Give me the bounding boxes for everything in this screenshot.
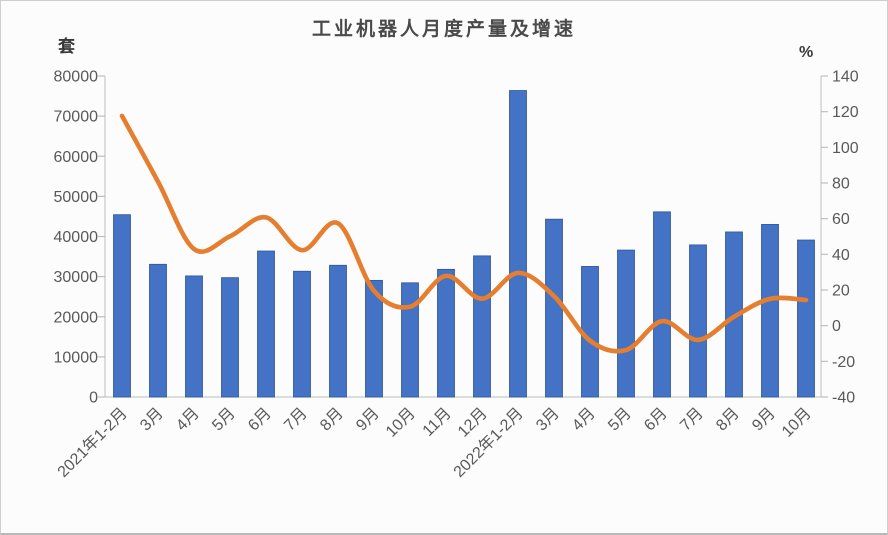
- chart-title: 工业机器人月度产量及增速: [311, 19, 576, 40]
- x-axis-category-label: 9月: [353, 405, 383, 435]
- right-axis-tick-label: 0: [832, 318, 841, 335]
- production-bar: [293, 270, 311, 398]
- x-axis-category-label: 8月: [317, 405, 347, 435]
- left-axis-unit-label: 套: [58, 37, 75, 56]
- production-bar: [149, 263, 167, 398]
- x-axis-category-label: 8月: [713, 405, 743, 435]
- x-axis-category-label: 11月: [420, 405, 455, 440]
- production-bar: [689, 244, 707, 398]
- production-bar: [401, 282, 419, 398]
- left-axis-tick-label: 70000: [54, 109, 99, 126]
- left-axis-tick-label: 30000: [54, 269, 99, 286]
- production-bar: [797, 239, 815, 398]
- x-axis-category-label: 7月: [677, 405, 707, 435]
- right-axis-tick-label: -20: [832, 354, 855, 371]
- left-axis-tick-label: 60000: [54, 149, 99, 166]
- production-bar: [545, 218, 563, 398]
- production-bar: [113, 214, 131, 398]
- production-bar: [509, 90, 527, 398]
- production-bar: [365, 279, 383, 398]
- right-axis-tick-label: 100: [832, 140, 859, 157]
- x-axis-category-label: 5月: [605, 405, 635, 435]
- right-axis-unit-label: %: [799, 44, 814, 61]
- left-axis-tick-label: 80000: [54, 69, 99, 86]
- x-axis-category-label: 9月: [749, 405, 779, 435]
- x-axis-category-label: 4月: [173, 405, 203, 435]
- x-axis-category-label: 5月: [209, 405, 239, 435]
- production-bar: [221, 277, 239, 398]
- production-bar: [185, 275, 203, 398]
- right-axis-tick-label: 80: [832, 176, 850, 193]
- production-bar: [257, 250, 275, 398]
- x-axis-category-label: 7月: [281, 405, 311, 435]
- x-axis-category-label: 2021年1-2月: [54, 404, 131, 481]
- x-axis-category-label: 6月: [641, 405, 671, 435]
- left-axis-tick-label: 40000: [54, 229, 99, 246]
- x-axis-category-label: 10月: [383, 405, 419, 441]
- production-bar: [473, 255, 491, 398]
- right-axis-tick-label: -40: [832, 390, 855, 407]
- production-bar: [329, 264, 347, 398]
- production-bar: [761, 224, 779, 398]
- x-axis-category-label: 3月: [533, 405, 563, 435]
- growth-rate-line: [119, 113, 809, 354]
- right-axis-tick-label: 140: [832, 69, 859, 86]
- right-axis-tick-label: 120: [832, 104, 859, 121]
- x-axis-category-label: 10月: [779, 405, 815, 441]
- left-axis-tick-label: 10000: [54, 349, 99, 366]
- right-axis-tick-label: 60: [832, 211, 850, 228]
- x-axis-category-label: 6月: [245, 405, 275, 435]
- production-bar: [653, 211, 671, 398]
- left-axis-tick-label: 20000: [54, 309, 99, 326]
- left-axis-tick-label: 0: [89, 390, 98, 407]
- right-axis-tick-label: 40: [832, 247, 850, 264]
- x-axis-category-label: 4月: [569, 405, 599, 435]
- left-axis-tick-label: 50000: [54, 189, 99, 206]
- x-axis-category-label: 3月: [137, 405, 167, 435]
- right-axis-tick-label: 20: [832, 283, 850, 300]
- production-bar: [437, 268, 455, 398]
- production-bar: [617, 249, 635, 398]
